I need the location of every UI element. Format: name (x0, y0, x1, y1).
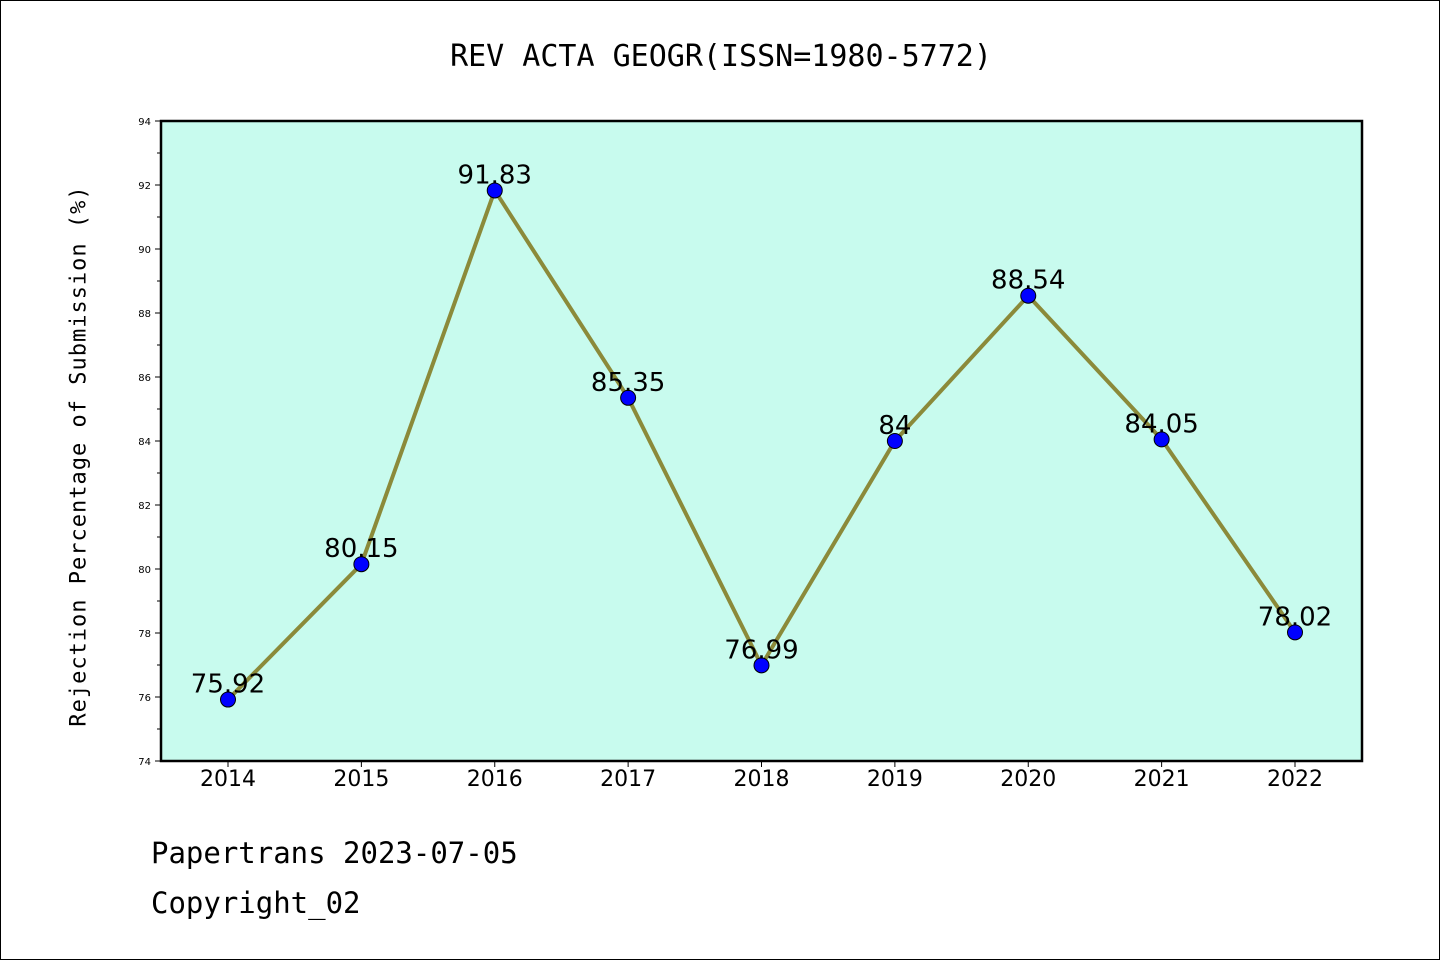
x-tick-label: 2017 (600, 767, 656, 792)
data-point-marker (620, 389, 637, 406)
data-value-label: 75.92 (191, 670, 265, 700)
y-axis: 74 76 78 80 82 84 86 88 90 92 94 (138, 117, 161, 768)
data-point-marker (886, 433, 903, 449)
x-tick-label: 2016 (467, 767, 523, 792)
x-tick-label: 2021 (1134, 767, 1190, 792)
data-point-marker (353, 556, 370, 573)
chart-title: REV ACTA GEOGR(ISSN=1980-5772) (450, 39, 992, 74)
x-tick-label: 2018 (734, 767, 790, 792)
data-point-marker (1287, 624, 1303, 641)
data-value-label: 84 (878, 411, 911, 441)
y-tick-label: 78 (138, 629, 151, 640)
x-axis: 2014 2015 2016 2017 2018 2019 2020 2021 2022 (200, 761, 1323, 792)
data-point-marker (1153, 431, 1170, 448)
x-tick-label: 2020 (1000, 767, 1056, 792)
data-point-marker (220, 691, 236, 708)
y-tick-label: 76 (138, 693, 151, 704)
y-tick-label: 80 (138, 565, 151, 576)
data-value-label: 80.15 (324, 534, 398, 564)
footer-copyright: Copyright_02 (151, 886, 361, 920)
data-value-label: 84.05 (1124, 409, 1198, 439)
plot-border (159, 119, 1364, 763)
data-value-label: 78.02 (1258, 602, 1332, 632)
y-tick-label: 84 (138, 437, 151, 448)
y-tick-label: 88 (138, 309, 151, 320)
data-value-label: 88.54 (991, 266, 1065, 296)
data-labels: 75.92 80.15 91.83 85.35 76.99 84 88.54 84.05 78.… (191, 160, 1332, 699)
y-tick-label: 90 (138, 245, 151, 256)
x-tick-label: 2022 (1267, 767, 1323, 792)
data-value-label: 76.99 (724, 635, 798, 665)
data-value-label: 85.35 (591, 368, 665, 398)
y-tick-label: 94 (138, 117, 151, 128)
data-point-marker (753, 657, 770, 674)
y-tick-label: 74 (138, 757, 151, 768)
data-markers (220, 182, 1303, 708)
data-point-marker (1020, 287, 1037, 304)
footer-date: Papertrans 2023-07-05 (151, 836, 518, 870)
x-tick-label: 2019 (867, 767, 923, 792)
data-point-marker (486, 182, 503, 199)
y-tick-label: 86 (138, 373, 151, 384)
y-tick-label: 82 (138, 501, 151, 512)
y-tick-label: 92 (138, 181, 151, 192)
data-value-label: 91.83 (458, 160, 532, 190)
x-tick-label: 2014 (200, 767, 256, 792)
x-tick-label: 2015 (333, 767, 389, 792)
